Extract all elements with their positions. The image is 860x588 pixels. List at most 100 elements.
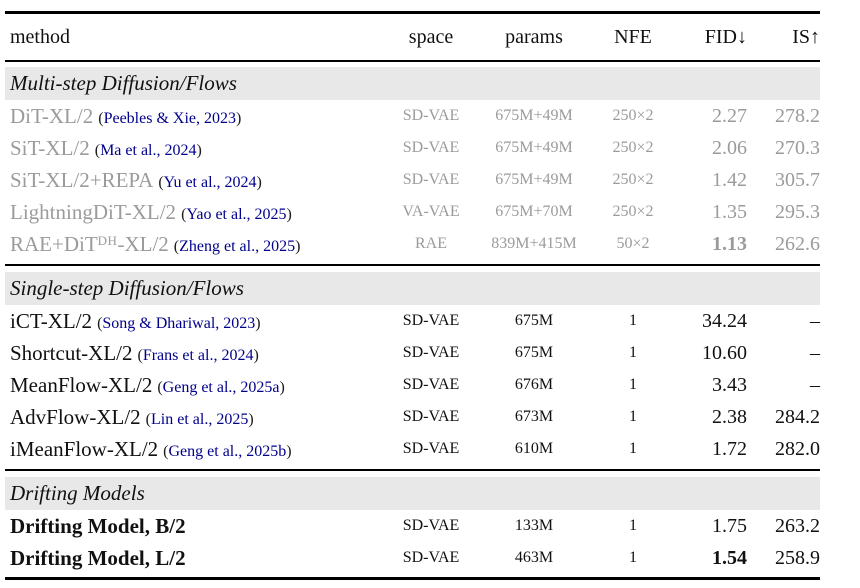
- method-name: SiT-XL/2: [10, 135, 90, 160]
- is-cell: 282.0: [775, 437, 820, 460]
- method-name: AdvFlow-XL/2: [10, 404, 141, 429]
- citation: (Lin et al., 2025): [145, 410, 254, 428]
- method-cell: LightningDiT-XL/2 (Yao et al., 2025): [5, 200, 377, 225]
- col-header-fid: FID↓: [704, 25, 747, 48]
- space-cell: RAE: [415, 235, 447, 252]
- section-divider-rule: [5, 264, 820, 266]
- space-cell: SD-VAE: [402, 408, 460, 425]
- method-cell: iMeanFlow-XL/2 (Geng et al., 2025b): [5, 437, 377, 462]
- nfe-cell: 250×2: [612, 139, 654, 156]
- results-table: method space params NFE FID↓ IS↑ Multi-s…: [5, 11, 820, 580]
- citation: (Song & Dhariwal, 2023): [97, 314, 261, 332]
- method-superscript: DH: [97, 232, 118, 248]
- citation: (Yao et al., 2025): [181, 205, 292, 223]
- citation-link[interactable]: Peebles & Xie, 2023: [103, 109, 236, 127]
- table-body: Multi-step Diffusion/Flows DiT-XL/2 (Peeb…: [5, 67, 820, 574]
- citation: (Ma et al., 2024): [94, 141, 202, 159]
- is-cell: –: [810, 309, 820, 332]
- table-row: RAE+DiTDH-XL/2 (Zheng et al., 2025) RAE 8…: [5, 228, 820, 260]
- is-cell: 284.2: [775, 405, 820, 428]
- section-divider-rule: [5, 469, 820, 471]
- table-row: SiT-XL/2 (Ma et al., 2024) SD-VAE 675M+49…: [5, 132, 820, 164]
- table-row: Drifting Model, B/2 SD-VAE 133M 1 1.75 2…: [5, 510, 820, 542]
- fid-cell: 1.13: [712, 232, 747, 255]
- nfe-cell: 1: [629, 344, 637, 361]
- citation-link[interactable]: Frans et al., 2024: [142, 346, 254, 364]
- citation-link[interactable]: Yao et al., 2025: [186, 205, 287, 223]
- section-header: Multi-step Diffusion/Flows: [5, 67, 820, 100]
- table-row: SiT-XL/2+REPA (Yu et al., 2024) SD-VAE 67…: [5, 164, 820, 196]
- method-name: LightningDiT-XL/2: [10, 199, 177, 224]
- section-title: Multi-step Diffusion/Flows: [10, 71, 237, 95]
- citation: (Geng et al., 2025b): [163, 442, 292, 460]
- citation-link[interactable]: Song & Dhariwal, 2023: [102, 314, 256, 332]
- method-cell: RAE+DiTDH-XL/2 (Zheng et al., 2025): [5, 232, 377, 257]
- method-name: DiT-XL/2: [10, 103, 94, 128]
- method-name: Shortcut-XL/2: [10, 340, 133, 365]
- citation: (Peebles & Xie, 2023): [98, 109, 242, 127]
- method-cell: SiT-XL/2 (Ma et al., 2024): [5, 136, 377, 161]
- table-row: iMeanFlow-XL/2 (Geng et al., 2025b) SD-VA…: [5, 433, 820, 465]
- citation-link[interactable]: Geng et al., 2025a: [162, 378, 280, 396]
- space-cell: SD-VAE: [402, 549, 460, 566]
- is-cell: 258.9: [775, 546, 820, 569]
- method-name: iMeanFlow-XL/2: [10, 436, 159, 461]
- table-row: Shortcut-XL/2 (Frans et al., 2024) SD-VAE…: [5, 337, 820, 369]
- fid-cell: 1.42: [712, 168, 747, 191]
- params-cell: 675M+49M: [495, 139, 573, 156]
- method-cell: MeanFlow-XL/2 (Geng et al., 2025a): [5, 373, 377, 398]
- method-name: MeanFlow-XL/2: [10, 372, 153, 397]
- col-header-is: IS↑: [792, 25, 820, 48]
- section-title: Single-step Diffusion/Flows: [10, 276, 244, 300]
- is-cell: 295.3: [775, 200, 820, 223]
- bottom-rule: [5, 577, 820, 580]
- nfe-cell: 1: [629, 517, 637, 534]
- is-cell: 278.2: [775, 104, 820, 127]
- space-cell: SD-VAE: [402, 344, 460, 361]
- section-title: Drifting Models: [10, 481, 145, 505]
- space-cell: SD-VAE: [402, 171, 460, 188]
- method-cell: Drifting Model, B/2: [5, 514, 377, 539]
- params-cell: 463M: [514, 549, 554, 566]
- citation: (Yu et al., 2024): [158, 173, 262, 191]
- method-cell: AdvFlow-XL/2 (Lin et al., 2025): [5, 405, 377, 430]
- citation: (Geng et al., 2025a): [157, 378, 285, 396]
- citation-link[interactable]: Lin et al., 2025: [151, 410, 249, 428]
- nfe-cell: 250×2: [612, 203, 654, 220]
- fid-cell: 2.27: [712, 104, 747, 127]
- citation-link[interactable]: Yu et al., 2024: [163, 173, 257, 191]
- citation-link[interactable]: Ma et al., 2024: [100, 141, 197, 159]
- is-cell: –: [810, 373, 820, 396]
- fid-cell: 2.06: [712, 136, 747, 159]
- nfe-cell: 1: [629, 440, 637, 457]
- method-name: Drifting Model, B/2: [10, 513, 186, 538]
- table-row: DiT-XL/2 (Peebles & Xie, 2023) SD-VAE 675…: [5, 100, 820, 132]
- nfe-cell: 50×2: [616, 235, 650, 252]
- params-cell: 675M: [514, 312, 554, 329]
- fid-cell: 1.75: [712, 514, 747, 537]
- nfe-cell: 1: [629, 408, 637, 425]
- citation-link[interactable]: Geng et al., 2025b: [168, 442, 287, 460]
- col-header-method: method: [10, 25, 70, 48]
- citation: (Zheng et al., 2025): [173, 237, 301, 255]
- method-name: Drifting Model, L/2: [10, 545, 186, 570]
- top-rule: [5, 11, 820, 14]
- is-cell: 263.2: [775, 514, 820, 537]
- params-cell: 673M: [514, 408, 554, 425]
- method-cell: Drifting Model, L/2: [5, 546, 377, 571]
- header-rule: [5, 60, 820, 62]
- fid-cell: 1.35: [712, 200, 747, 223]
- params-cell: 133M: [514, 517, 554, 534]
- space-cell: SD-VAE: [402, 312, 460, 329]
- is-cell: –: [810, 341, 820, 364]
- space-cell: SD-VAE: [402, 107, 460, 124]
- space-cell: VA-VAE: [402, 203, 460, 220]
- nfe-cell: 250×2: [612, 171, 654, 188]
- table-row: Drifting Model, L/2 SD-VAE 463M 1 1.54 2…: [5, 542, 820, 574]
- method-name: SiT-XL/2+REPA: [10, 167, 154, 192]
- space-cell: SD-VAE: [402, 139, 460, 156]
- nfe-cell: 1: [629, 549, 637, 566]
- params-cell: 839M+415M: [491, 235, 577, 252]
- citation-link[interactable]: Zheng et al., 2025: [179, 237, 296, 255]
- method-cell: iCT-XL/2 (Song & Dhariwal, 2023): [5, 309, 377, 334]
